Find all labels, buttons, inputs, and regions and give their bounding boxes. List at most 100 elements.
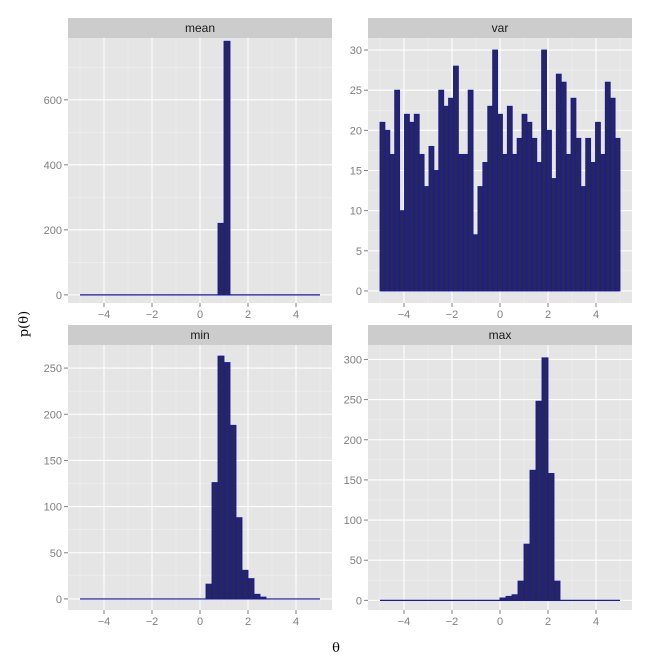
facet-strip-label: var bbox=[492, 21, 509, 35]
histogram-bar bbox=[501, 153, 508, 292]
y-tick-label: 10 bbox=[350, 206, 362, 218]
histogram-bar bbox=[547, 473, 555, 601]
facet-strip bbox=[368, 18, 632, 38]
histogram-bar bbox=[526, 121, 533, 292]
histogram-bar bbox=[506, 105, 513, 292]
histogram-bar bbox=[575, 137, 582, 292]
x-tick-label: −4 bbox=[98, 616, 111, 628]
histogram-bar bbox=[223, 362, 231, 600]
x-tick-label: 4 bbox=[593, 616, 599, 628]
histogram-bar bbox=[560, 81, 567, 292]
histogram-bar bbox=[497, 113, 503, 292]
histogram-bar bbox=[511, 594, 519, 601]
histogram-bar bbox=[241, 569, 249, 600]
histogram-bar bbox=[604, 81, 611, 292]
y-tick-label: 5 bbox=[356, 246, 362, 258]
facet-strip bbox=[68, 18, 332, 38]
y-tick-label: 25 bbox=[350, 85, 362, 97]
y-tick-label: 20 bbox=[350, 125, 362, 137]
histogram-bar bbox=[482, 162, 489, 292]
y-tick-label: 200 bbox=[44, 409, 62, 421]
facet-panel-mean: mean 0 200 400 600 −4 −2 0 2 4 bbox=[44, 18, 332, 321]
y-tick-label: 250 bbox=[44, 363, 62, 375]
facet-panel-max: max 0 50 100 150 200 250 300 −4 −2 0 2 4 bbox=[344, 325, 632, 628]
histogram-bar bbox=[585, 137, 592, 292]
y-tick-label: 15 bbox=[350, 166, 362, 178]
y-tick-label: 0 bbox=[56, 290, 62, 302]
y-tick-label: 150 bbox=[344, 475, 362, 487]
histogram-bar bbox=[394, 89, 401, 292]
histogram-bar bbox=[499, 597, 507, 601]
histogram-bar bbox=[423, 186, 430, 292]
histogram-bar bbox=[590, 162, 596, 292]
x-tick-label: 4 bbox=[293, 309, 299, 321]
histogram-bar bbox=[235, 517, 243, 600]
histogram-bar bbox=[217, 222, 225, 296]
histogram-bar bbox=[609, 97, 616, 292]
x-tick-label: 2 bbox=[545, 309, 551, 321]
histogram-bar bbox=[516, 137, 523, 292]
x-tick-label: 2 bbox=[545, 616, 551, 628]
x-tick-label: 0 bbox=[197, 309, 203, 321]
histogram-bar bbox=[443, 105, 450, 292]
histogram-bar bbox=[517, 580, 525, 601]
histogram-bar bbox=[467, 89, 474, 292]
histogram-bar bbox=[595, 121, 601, 292]
histogram-bar bbox=[384, 129, 391, 292]
histogram-bar bbox=[531, 137, 538, 292]
x-axis-title: θ bbox=[332, 641, 340, 656]
y-tick-label: 30 bbox=[350, 45, 362, 57]
x-tick-label: 2 bbox=[245, 616, 251, 628]
histogram-bar bbox=[253, 593, 261, 600]
histogram-bar bbox=[453, 65, 459, 292]
y-tick-label: 0 bbox=[56, 594, 62, 606]
histogram-bar bbox=[259, 596, 267, 600]
histogram-bar bbox=[448, 97, 454, 292]
histogram-bar bbox=[550, 178, 557, 292]
histogram-bar bbox=[599, 153, 606, 292]
histogram-bar bbox=[541, 49, 547, 292]
facet-strip-label: mean bbox=[185, 21, 215, 35]
histogram-bar bbox=[535, 400, 543, 601]
facet-strip-label: min bbox=[190, 328, 209, 342]
histogram-bar bbox=[211, 482, 219, 600]
facet-strip bbox=[368, 325, 632, 345]
y-tick-label: 200 bbox=[44, 225, 62, 237]
histogram-bar bbox=[389, 153, 396, 292]
histogram-bar bbox=[536, 162, 543, 292]
histogram-bar bbox=[541, 357, 549, 601]
y-tick-label: 50 bbox=[350, 555, 362, 567]
y-tick-label: 100 bbox=[44, 502, 62, 514]
histogram-bar bbox=[438, 89, 445, 292]
histogram-bar bbox=[399, 210, 405, 292]
histogram-bar bbox=[614, 137, 621, 292]
x-tick-label: 2 bbox=[245, 309, 251, 321]
histogram-bar bbox=[492, 49, 499, 292]
histogram-bar bbox=[418, 153, 425, 292]
x-tick-label: −4 bbox=[398, 309, 411, 321]
y-tick-label: 150 bbox=[44, 455, 62, 467]
histogram-bar bbox=[553, 580, 561, 601]
histogram-bar bbox=[408, 121, 415, 292]
y-tick-label: 600 bbox=[44, 95, 62, 107]
y-tick-label: 300 bbox=[344, 354, 362, 366]
histogram-bar bbox=[223, 40, 231, 296]
x-tick-label: 4 bbox=[593, 309, 599, 321]
histogram-bar bbox=[413, 113, 420, 292]
x-tick-label: 0 bbox=[197, 616, 203, 628]
histogram-bar bbox=[229, 424, 237, 600]
y-tick-label: 0 bbox=[356, 595, 362, 607]
x-tick-label: 0 bbox=[497, 616, 503, 628]
histogram-bar bbox=[570, 97, 577, 292]
y-tick-label: 400 bbox=[44, 160, 62, 172]
x-tick-label: 4 bbox=[293, 616, 299, 628]
x-tick-label: −4 bbox=[98, 309, 111, 321]
histogram-bar bbox=[546, 129, 552, 292]
y-tick-label: 200 bbox=[344, 435, 362, 447]
x-tick-label: −2 bbox=[446, 309, 459, 321]
y-axis-title: p(θ) bbox=[17, 311, 32, 337]
histogram-bar bbox=[555, 73, 562, 292]
histogram-bar bbox=[457, 153, 464, 292]
x-tick-label: −2 bbox=[146, 309, 159, 321]
histogram-bar bbox=[523, 543, 531, 601]
